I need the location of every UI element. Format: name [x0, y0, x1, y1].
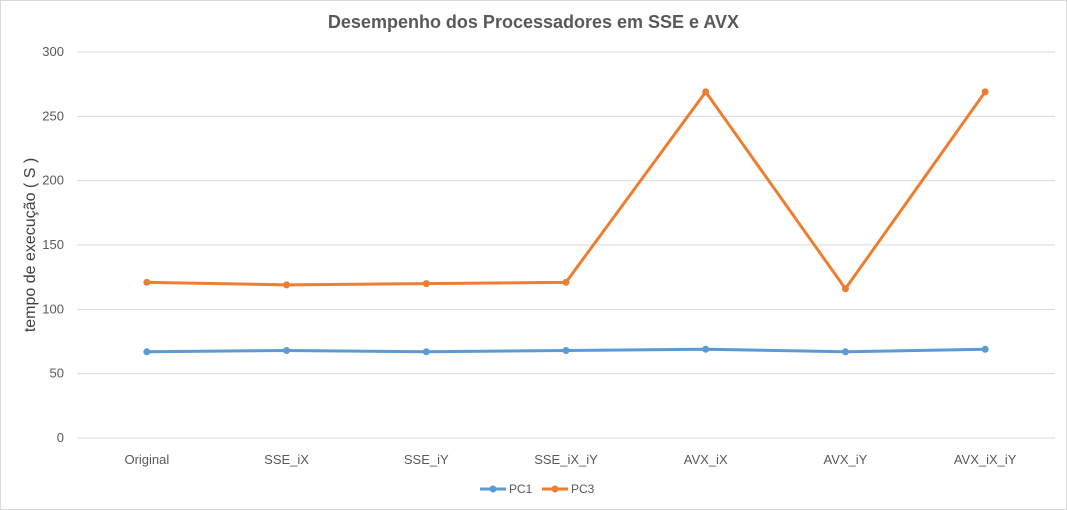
data-point-pc1 [562, 347, 570, 355]
x-tick-label: AVX_iX [684, 452, 728, 467]
legend: PC1 PC3 [480, 482, 595, 496]
data-point-pc3 [143, 278, 151, 286]
data-point-pc1 [283, 347, 291, 355]
data-point-pc1 [841, 348, 849, 356]
data-point-pc3 [422, 280, 430, 288]
data-point-pc3 [981, 88, 989, 96]
data-point-pc3 [841, 285, 849, 293]
x-tick-labels: Original SSE_iX SSE_iY SSE_iX_iY AVX_iX AVX_i… [124, 452, 1016, 467]
data-point-pc1 [422, 348, 430, 356]
x-tick-label: AVX_iX_iY [954, 452, 1017, 467]
x-tick-label: SSE_iX_iY [534, 452, 598, 467]
y-tick-labels: 0 50 100 150 200 250 300 [42, 44, 64, 445]
legend-marker-pc3 [551, 485, 559, 493]
series-line-pc3 [145, 90, 987, 291]
y-tick-label: 300 [42, 44, 64, 59]
data-point-pc3 [562, 278, 570, 286]
y-tick-label: 250 [42, 108, 64, 123]
legend-label-pc1: PC1 [509, 482, 533, 496]
chart-title: Desempenho dos Processadores em SSE e AV… [327, 12, 740, 32]
y-tick-label: 50 [50, 366, 64, 381]
x-tick-label: SSE_iX [264, 452, 309, 467]
gridlines [77, 51, 1055, 439]
legend-label-pc3: PC3 [571, 482, 595, 496]
y-tick-label: 200 [42, 173, 64, 188]
x-tick-label: SSE_iY [404, 452, 449, 467]
data-point-pc1 [981, 345, 989, 353]
x-tick-label: AVX_iY [824, 452, 868, 467]
y-tick-label: 150 [42, 237, 64, 252]
data-point-pc1 [143, 348, 151, 356]
y-tick-label: 0 [57, 430, 64, 445]
y-tick-label: 100 [42, 301, 64, 316]
data-point-pc3 [702, 88, 710, 96]
legend-marker-pc1 [489, 485, 497, 493]
x-tick-label: Original [124, 452, 169, 467]
series-group [143, 88, 989, 356]
data-point-pc3 [283, 281, 291, 289]
data-point-pc1 [702, 345, 710, 353]
